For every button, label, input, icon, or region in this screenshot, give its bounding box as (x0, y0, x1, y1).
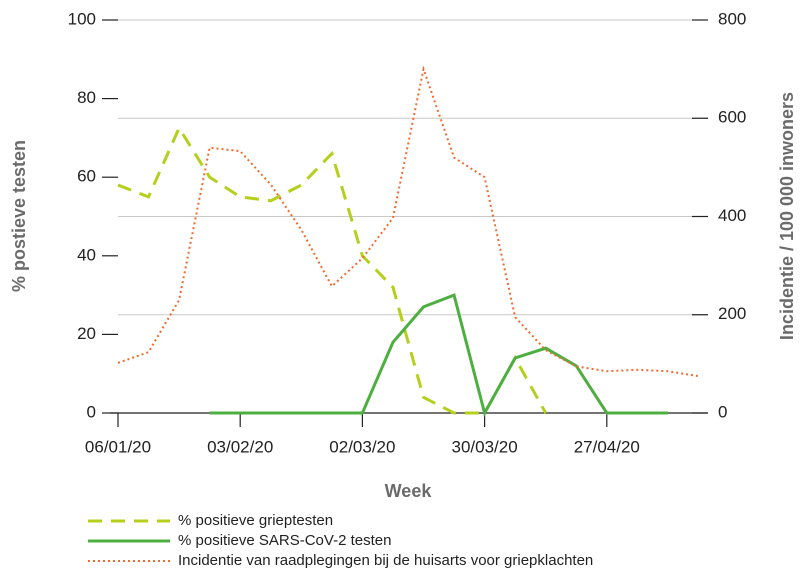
x-tick-label: 30/03/20 (452, 437, 518, 456)
y-tick-label: 100 (68, 9, 96, 28)
y2-tick-label: 200 (718, 304, 746, 323)
x-axis-label: Week (385, 481, 433, 501)
y2-tick-label: 800 (718, 9, 746, 28)
x-tick-label: 06/01/20 (85, 437, 151, 456)
y-tick-label: 0 (87, 402, 96, 421)
series-line (117, 65, 699, 378)
legend-label: % positieve SARS-CoV-2 testen (178, 532, 391, 549)
y2-tick-label: 600 (718, 108, 746, 127)
y-tick-label: 60 (77, 167, 96, 186)
y-tick-label: 80 (77, 88, 96, 107)
legend-label: Incidentie van raadplegingen bij de huis… (178, 552, 593, 569)
legend-label: % positieve grieptesten (178, 512, 333, 529)
y-tick-label: 40 (77, 245, 96, 264)
series-line (117, 124, 548, 415)
y2-tick-label: 400 (718, 206, 746, 225)
y-axis-label: % postieve testen (9, 140, 29, 292)
series-line (209, 293, 668, 418)
x-tick-label: 03/02/20 (207, 437, 273, 456)
x-tick-label: 02/03/20 (329, 437, 395, 456)
y2-axis-label: Incidentie / 100 000 inwoners (777, 92, 797, 340)
x-tick-label: 27/04/20 (574, 437, 640, 456)
y-tick-label: 20 (77, 324, 96, 343)
y2-tick-label: 0 (718, 402, 727, 421)
